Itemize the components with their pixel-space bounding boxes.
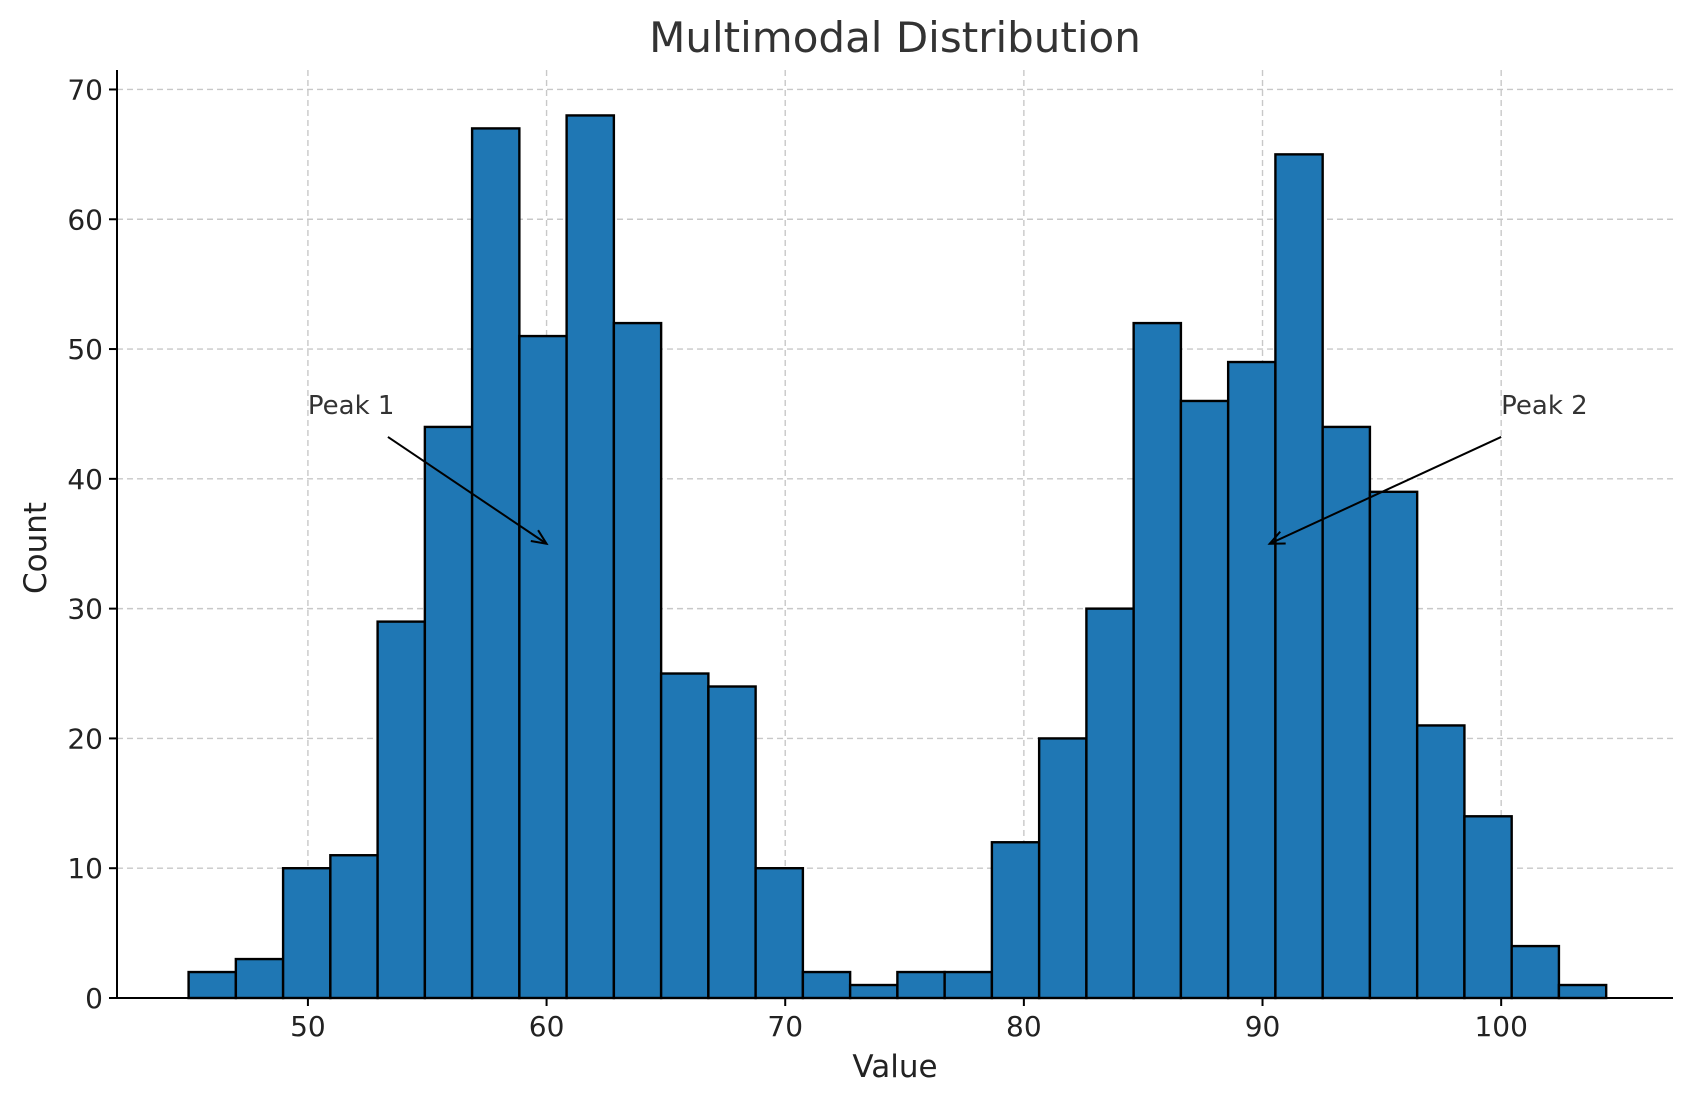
annotation-label: Peak 2	[1501, 391, 1588, 421]
y-tick-label: 30	[67, 593, 103, 626]
histogram-bar	[1037, 737, 1088, 1000]
x-tick-label: 70	[767, 1010, 803, 1043]
histogram-bar	[801, 970, 852, 1000]
histogram-bar	[281, 867, 332, 1000]
arrowhead-icon	[1267, 531, 1286, 545]
histogram-bar	[990, 841, 1041, 1000]
histogram-bar	[1557, 983, 1608, 1000]
histogram-bar	[659, 672, 710, 1000]
histogram-bar	[470, 127, 521, 1000]
histogram-bar	[707, 685, 757, 1000]
y-tick-label: 0	[85, 982, 103, 1015]
histogram-bar	[423, 425, 474, 1000]
x-axis-label: Value	[852, 1049, 937, 1085]
arrowhead-icon	[530, 529, 549, 546]
y-tick-label: 70	[67, 73, 103, 106]
annotation-arrow	[1269, 436, 1502, 545]
histogram-bar	[329, 854, 379, 1000]
x-tick-label: 80	[1006, 1010, 1042, 1043]
histogram-bar	[1368, 490, 1419, 1000]
histogram-bar	[234, 957, 285, 1000]
annotation-layer: Peak 1 Peak 2	[308, 391, 1588, 546]
histogram-bar	[896, 970, 946, 1000]
x-tick-label: 90	[1245, 1010, 1281, 1043]
histogram-bar	[187, 970, 238, 1000]
histogram-bar	[848, 983, 899, 1000]
x-tick-label: 60	[529, 1010, 565, 1043]
histogram-bar	[565, 114, 616, 1000]
histogram-bar	[518, 334, 568, 1000]
y-tick-label: 40	[67, 463, 103, 496]
histogram-bar	[1132, 321, 1183, 1000]
chart-title: Multimodal Distribution	[649, 13, 1141, 62]
y-tick-label: 50	[67, 333, 103, 366]
histogram-bar	[376, 620, 427, 1000]
y-tick-label: 10	[67, 852, 103, 885]
histogram-bar	[1179, 399, 1230, 1000]
histogram-bar	[1510, 944, 1561, 1000]
histogram-bar	[1415, 724, 1466, 1000]
y-tick-label: 60	[67, 203, 103, 236]
axes-layer: 50 60 70 80 90 100 0 10 20 30 40 50 60 70	[67, 70, 1673, 1043]
y-axis-label: Count	[18, 502, 54, 594]
x-tick-label: 50	[290, 1010, 326, 1043]
y-tick-label: 20	[67, 722, 103, 755]
histogram-bar	[1085, 607, 1135, 1000]
histogram-bar	[943, 970, 994, 1000]
bars-layer	[187, 114, 1608, 1000]
histogram-bar	[612, 321, 663, 1000]
annotation-arrow	[387, 436, 548, 545]
histogram-bar	[1463, 815, 1513, 1000]
annotation-label: Peak 1	[308, 391, 395, 421]
histogram-bar	[1274, 153, 1324, 1000]
histogram-bar	[754, 867, 805, 1000]
x-tick-label: 100	[1474, 1010, 1527, 1043]
histogram-bar	[1226, 360, 1277, 1000]
histogram-bar	[1321, 425, 1372, 1000]
